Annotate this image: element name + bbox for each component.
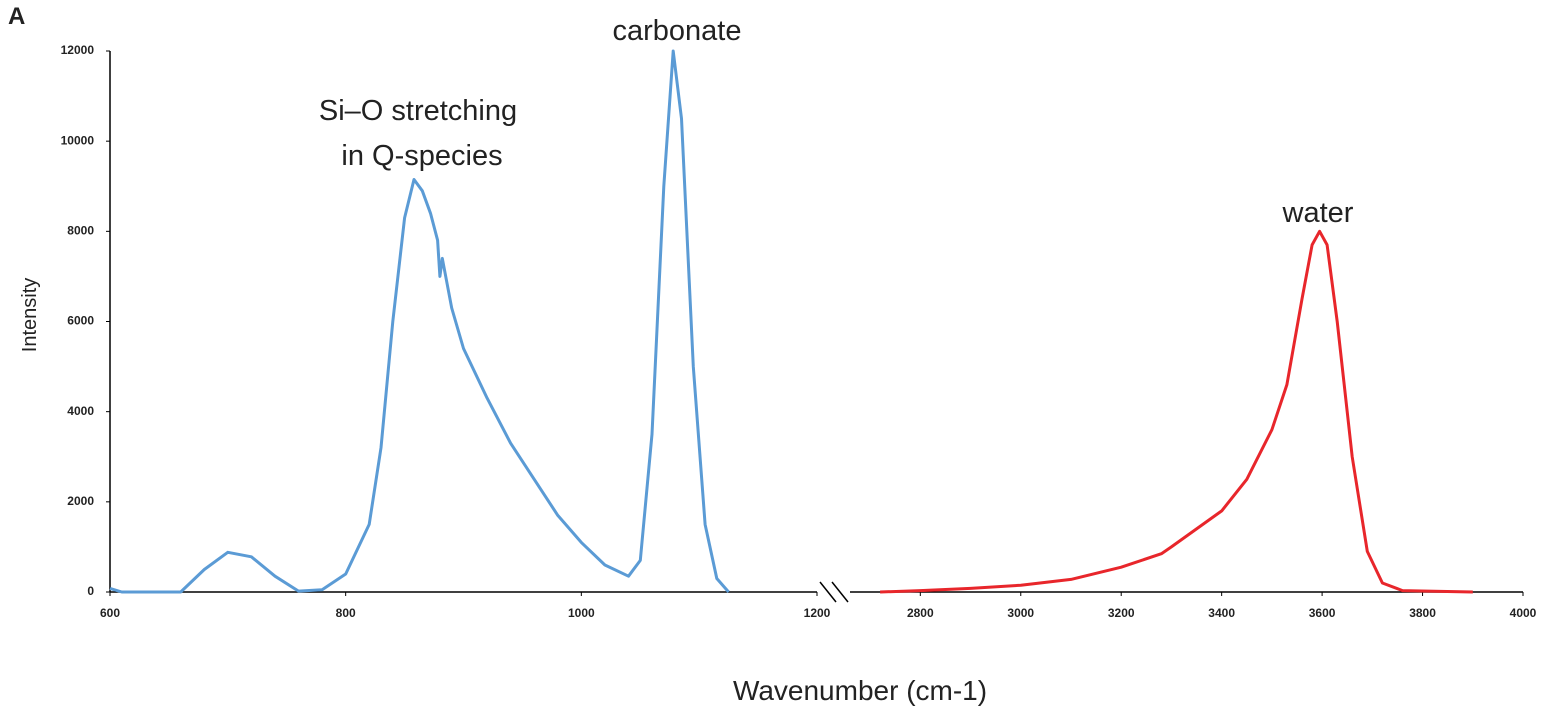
y-tick-label: 0: [87, 584, 94, 598]
y-axis-label: Intensity: [19, 278, 41, 352]
y-tick-label: 4000: [67, 404, 94, 418]
y-tick-label: 12000: [61, 43, 95, 57]
x-tick-label: 1000: [568, 606, 595, 620]
x-tick-label: 3400: [1208, 606, 1235, 620]
x-tick-label: 1200: [804, 606, 831, 620]
x-tick-label: 3600: [1309, 606, 1336, 620]
y-tick-label: 10000: [61, 133, 95, 147]
annotation: water: [1282, 197, 1354, 229]
x-tick-label: 600: [100, 606, 120, 620]
x-tick-label: 3800: [1409, 606, 1436, 620]
axis-break: [831, 581, 849, 603]
x-axis-label: Wavenumber (cm-1): [733, 675, 987, 706]
axis-break: [819, 581, 837, 603]
data-line: [109, 49, 730, 594]
data-line: [880, 229, 1473, 594]
annotation: carbonate: [613, 15, 742, 47]
y-tick-label: 2000: [67, 494, 94, 508]
y-tick-label: 6000: [67, 314, 94, 328]
annotation: in Q-species: [341, 140, 502, 172]
x-tick-label: 800: [336, 606, 356, 620]
x-tick-label: 3000: [1007, 606, 1034, 620]
y-tick-label: 8000: [67, 224, 94, 238]
annotation: Si–O stretching: [319, 95, 517, 127]
x-tick-label: 3200: [1108, 606, 1135, 620]
x-tick-label: 4000: [1510, 606, 1537, 620]
x-tick-label: 2800: [907, 606, 934, 620]
panel-label: A: [8, 3, 25, 30]
